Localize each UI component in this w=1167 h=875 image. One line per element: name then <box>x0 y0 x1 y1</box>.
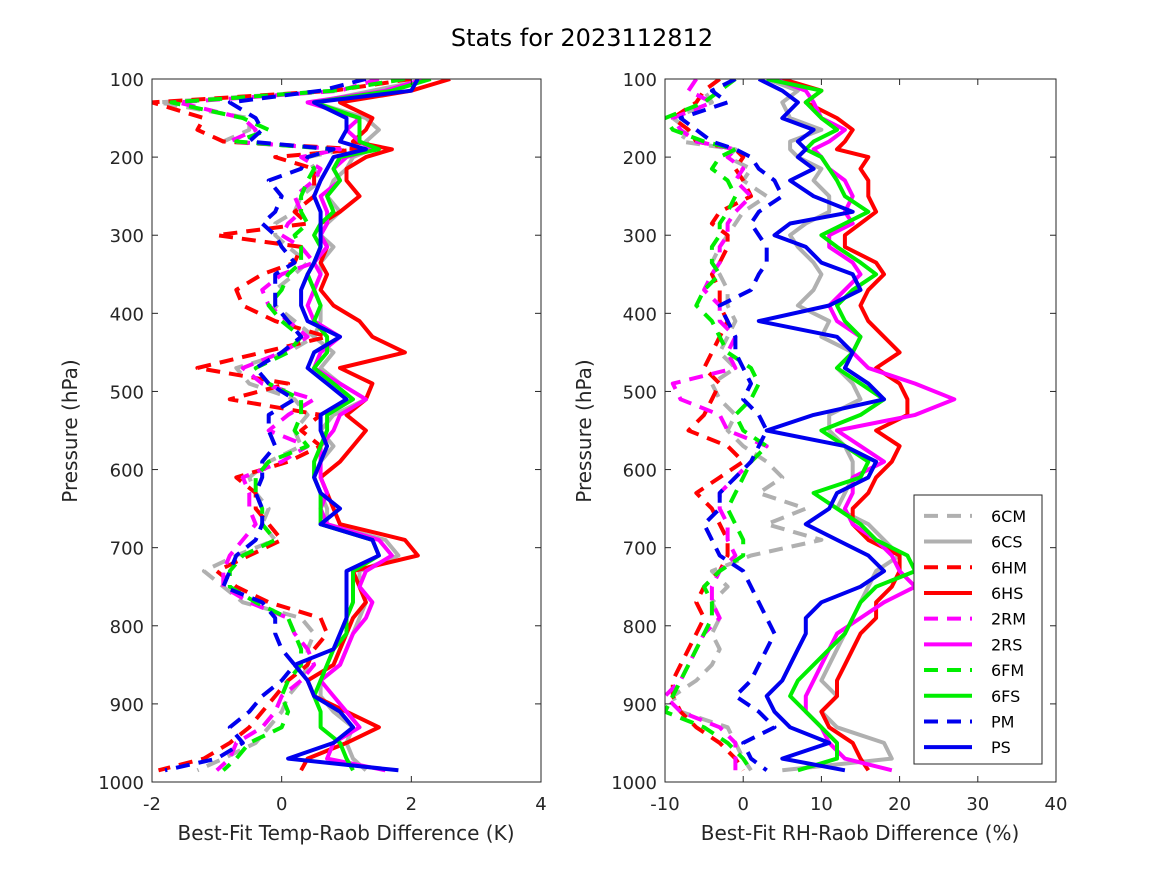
legend-label-6cm: 6CM <box>991 507 1026 526</box>
temperature-y-tick-label: 600 <box>110 461 144 482</box>
rh-x-tick-label: 40 <box>1045 794 1068 815</box>
temperature-series-ps-line <box>286 79 420 773</box>
temperature-y-tick-label: 900 <box>110 695 144 716</box>
temperature-series-group <box>152 79 451 773</box>
temperature-y-tick-label: 500 <box>110 382 144 403</box>
rh-y-tick-label: 300 <box>623 226 657 247</box>
rh-y-tick-label: 500 <box>623 382 657 403</box>
rh-y-tick-label: 200 <box>623 148 657 169</box>
legend-label-6fs: 6FS <box>991 687 1020 706</box>
legend-label-6hs: 6HS <box>991 584 1023 603</box>
temperature-y-tick-label: 300 <box>110 226 144 247</box>
rh-series-6cs-line <box>765 79 902 773</box>
temperature-y-tick-label: 800 <box>110 617 144 638</box>
temperature-x-tick-label: -2 <box>143 794 161 815</box>
rh-series-ps-line <box>756 79 886 773</box>
temperature-x-tick-label: 0 <box>276 794 287 815</box>
legend-label-6cs: 6CS <box>991 533 1023 552</box>
temperature-y-tick-label: 700 <box>110 539 144 560</box>
rh-y-tick-label: 1000 <box>611 773 657 794</box>
temperature-x-tick-label: 2 <box>406 794 417 815</box>
temperature-series-2rm-line <box>175 79 380 772</box>
legend-box <box>913 494 1043 765</box>
temperature-panel: -2 0 2 4 100 200 300 400 500 600 700 800 900 1000 Bes… <box>58 70 547 845</box>
figure-title: Stats for 2023112812 <box>451 24 713 52</box>
legend-label-6hm: 6HM <box>991 558 1027 577</box>
temperature-y-tick-label: 400 <box>110 304 144 325</box>
temperature-y-tick-label: 200 <box>110 148 144 169</box>
rh-x-axis-label: Best-Fit RH-Raob Difference (%) <box>701 821 1020 845</box>
legend: 6CM 6CS 6HM 6HS 2RM 2RS 6FM 6FS PM PS <box>913 494 1043 765</box>
rh-y-tick-label: 400 <box>623 304 657 325</box>
rh-series-6hs-line <box>781 79 910 772</box>
temperature-y-axis-label: Pressure (hPa) <box>58 359 82 502</box>
temperature-plot-background <box>152 79 541 782</box>
temperature-series-pm-line <box>164 79 367 773</box>
rh-series-6fm-line <box>665 79 769 772</box>
temperature-series-6hm-line <box>152 79 412 773</box>
legend-label-pm: PM <box>991 712 1014 731</box>
legend-label-2rm: 2RM <box>991 610 1026 629</box>
rh-y-tick-label: 900 <box>623 695 657 716</box>
rh-series-pm-line <box>678 79 785 772</box>
rh-series-6cm-line <box>670 79 824 772</box>
rh-y-tick-label: 600 <box>623 461 657 482</box>
temperature-y-tick-label: 1000 <box>98 773 144 794</box>
rh-x-tick-label: 0 <box>737 794 748 815</box>
rh-y-tick-label: 700 <box>623 539 657 560</box>
rh-axes-frame <box>664 78 1057 783</box>
temperature-y-tick-label: 100 <box>110 70 144 91</box>
rh-y-axis-label: Pressure (hPa) <box>572 359 596 502</box>
temperature-x-axis-label: Best-Fit Temp-Raob Difference (K) <box>177 821 514 845</box>
rh-y-tick-label: 800 <box>623 617 657 638</box>
rh-series-6hm-line <box>670 79 753 772</box>
temperature-plot-area: -2 0 2 4 100 200 300 400 500 600 700 800 900 1000 <box>98 70 547 815</box>
legend-label-ps: PS <box>991 738 1011 757</box>
legend-label-6fm: 6FM <box>991 661 1024 680</box>
rh-x-tick-label: 20 <box>888 794 911 815</box>
rh-x-tick-label: -10 <box>650 794 679 815</box>
temperature-series-6fm-line <box>169 79 406 772</box>
temperature-axes-frame <box>151 78 542 783</box>
rh-y-tick-label: 100 <box>623 70 657 91</box>
temperature-x-tick-label: 4 <box>535 794 546 815</box>
rh-x-tick-label: 10 <box>810 794 833 815</box>
legend-label-2rs: 2RS <box>991 635 1022 654</box>
rh-series-group <box>665 79 957 773</box>
rh-x-tick-label: 30 <box>966 794 989 815</box>
